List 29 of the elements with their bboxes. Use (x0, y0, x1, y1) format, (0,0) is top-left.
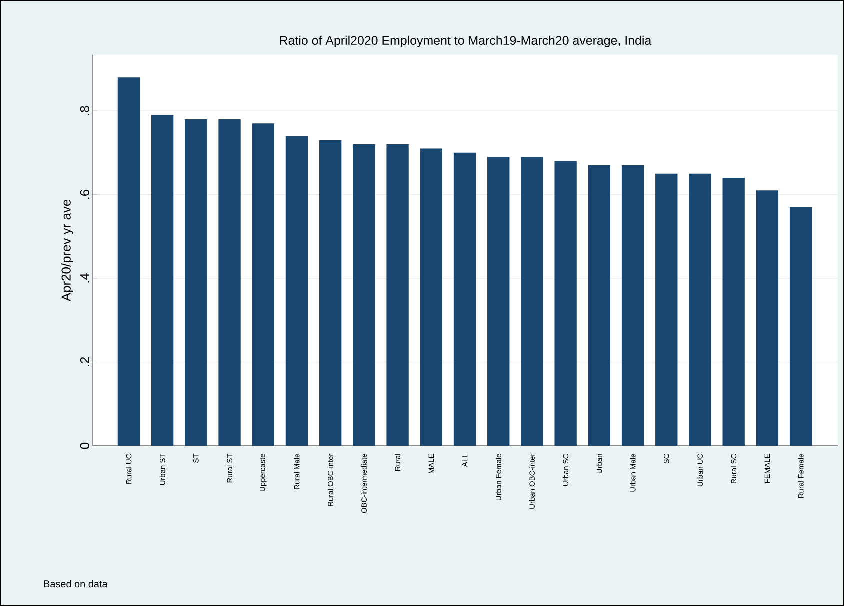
bar (488, 157, 510, 446)
bar (521, 157, 544, 446)
bar (588, 165, 611, 446)
y-tick-label: 0 (80, 442, 90, 450)
bar (756, 190, 779, 446)
bar (454, 152, 476, 446)
bar (722, 178, 745, 446)
bar (320, 140, 342, 446)
y-tick-label: .4 (80, 274, 90, 283)
bar (689, 174, 712, 446)
text: Based on data (44, 580, 108, 588)
bar (386, 144, 409, 446)
bar (656, 174, 678, 446)
bar (420, 148, 442, 446)
y-tick-label: .6 (80, 190, 90, 200)
bar (218, 119, 241, 446)
bar (185, 119, 208, 446)
bar (286, 136, 308, 446)
y-tick-label: .8 (80, 106, 90, 116)
bar (622, 165, 644, 446)
bar (790, 207, 812, 446)
bar (252, 124, 274, 446)
bar (151, 115, 174, 446)
bar (554, 161, 577, 446)
bar (118, 78, 140, 446)
chart-title: Ratio of April2020 Employment to March19-March20 average, India (280, 36, 652, 48)
y-axis-title: Apr20/prev yr ave (61, 200, 74, 302)
bar (353, 144, 376, 446)
y-tick-label: .2 (80, 358, 90, 366)
